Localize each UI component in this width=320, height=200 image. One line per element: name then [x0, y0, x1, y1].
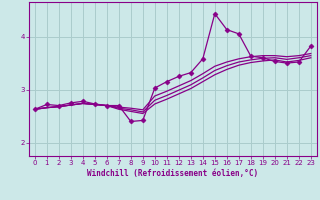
X-axis label: Windchill (Refroidissement éolien,°C): Windchill (Refroidissement éolien,°C) [87, 169, 258, 178]
